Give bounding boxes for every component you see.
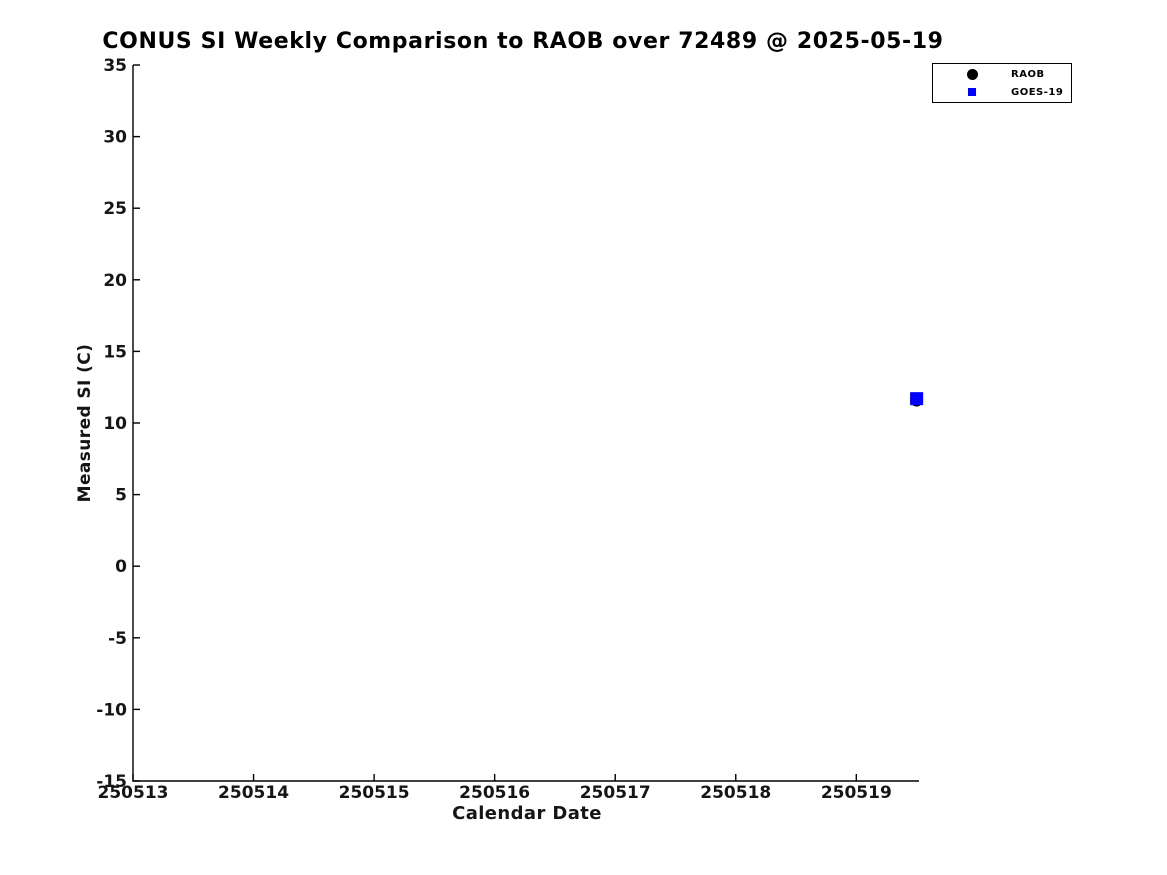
goes-19-square-marker-icon bbox=[968, 88, 976, 96]
y-tick-label: 15 bbox=[103, 342, 127, 362]
y-tick-label: 25 bbox=[103, 199, 127, 219]
y-tick-label: 30 bbox=[103, 128, 127, 148]
legend-label-raob: RAOB bbox=[1011, 68, 1045, 80]
raob-circle-marker-icon bbox=[966, 68, 978, 80]
x-tick-label: 250514 bbox=[218, 783, 289, 803]
y-tick-label: 20 bbox=[103, 271, 127, 291]
legend-marker-cell bbox=[933, 68, 1011, 80]
legend: RAOB GOES-19 bbox=[932, 63, 1072, 103]
legend-label-goes-19: GOES-19 bbox=[1011, 86, 1064, 98]
y-axis-label: Measured SI (C) bbox=[75, 343, 95, 503]
legend-item-goes-19: GOES-19 bbox=[933, 85, 1071, 100]
axis-spines bbox=[132, 65, 919, 782]
x-axis-label: Calendar Date bbox=[452, 803, 602, 824]
data-point-goes-19 bbox=[910, 392, 924, 406]
y-tick-label: -5 bbox=[108, 629, 127, 649]
y-tick-label: -15 bbox=[96, 772, 127, 792]
x-tick-label: 250513 bbox=[98, 783, 169, 803]
x-tick-label: 250515 bbox=[339, 783, 410, 803]
legend-marker-cell bbox=[933, 88, 1011, 96]
y-tick-label: 5 bbox=[115, 486, 127, 506]
y-tick-label: -10 bbox=[96, 700, 127, 720]
chart-title: CONUS SI Weekly Comparison to RAOB over … bbox=[102, 29, 944, 54]
y-tick-label: 0 bbox=[115, 557, 127, 577]
x-tick-label: 250516 bbox=[459, 783, 530, 803]
x-tick-label: 250518 bbox=[700, 783, 771, 803]
y-tick-label: 10 bbox=[103, 414, 127, 434]
x-tick-label: 250519 bbox=[821, 783, 892, 803]
legend-item-raob: RAOB bbox=[933, 67, 1071, 82]
x-tick-label: 250517 bbox=[580, 783, 651, 803]
y-tick-label: 35 bbox=[103, 56, 127, 76]
